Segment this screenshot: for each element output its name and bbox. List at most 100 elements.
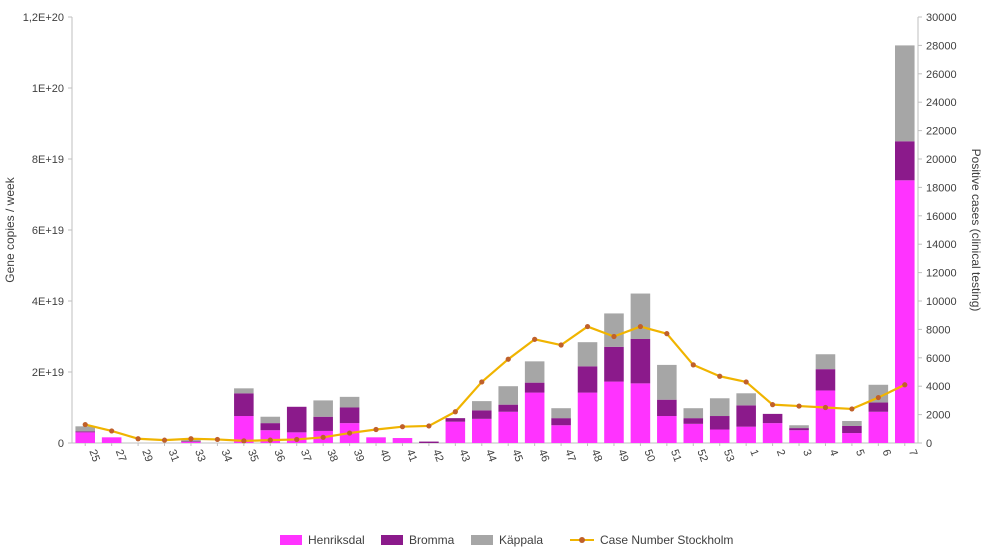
right-tick-label: 2000: [926, 410, 950, 422]
bar-bromma-50: [630, 338, 651, 384]
bar-bromma-52: [683, 418, 704, 424]
case-number-line: [84, 325, 906, 442]
case-point-34: [214, 436, 221, 443]
bar-k-ppala-36: [260, 416, 281, 424]
bar-henriksdal-40: [366, 437, 386, 443]
bar-k-ppala-4: [815, 354, 836, 370]
x-tick-label: 29: [139, 448, 154, 464]
case-point-3: [796, 403, 802, 409]
bar-henriksdal-49: [604, 381, 624, 443]
bar-bromma-35: [234, 393, 254, 417]
right-tick-label: 4000: [926, 381, 950, 393]
bar-bromma-49: [604, 346, 624, 382]
case-point-5: [849, 406, 855, 412]
x-tick-label: 38: [324, 448, 339, 464]
left-tick-label: 0: [58, 438, 64, 450]
case-point-49: [611, 333, 617, 340]
right-tick-label: 12000: [926, 268, 957, 280]
right-tick-label: 14000: [926, 239, 957, 251]
bar-bromma-7: [894, 141, 915, 181]
x-tick-label: 40: [377, 448, 392, 464]
bar-henriksdal-7: [894, 180, 915, 444]
x-tick-label: 52: [694, 448, 709, 464]
legend-item-kappala: Käppala: [471, 531, 543, 549]
bar-henriksdal-51: [657, 416, 677, 443]
bar-k-ppala-7: [894, 45, 915, 142]
case-point-1: [743, 379, 749, 385]
legend-label-cases: Case Number Stockholm: [600, 533, 734, 547]
bar-k-ppala-5: [842, 420, 862, 426]
case-point-53: [717, 373, 723, 379]
left-tick-label: 8E+19: [32, 154, 64, 166]
left-tick-label: 4E+19: [32, 296, 64, 308]
legend-swatch-henriksdal: [280, 535, 302, 545]
bar-bromma-25: [75, 431, 96, 433]
right-tick-label: 30000: [926, 12, 957, 24]
case-point-2: [769, 402, 776, 408]
left-tick-label: 1E+20: [32, 83, 64, 95]
bar-henriksdal-35: [234, 416, 254, 443]
bar-henriksdal-48: [577, 392, 598, 443]
bar-henriksdal-50: [630, 383, 651, 443]
x-tick-label: 36: [271, 448, 286, 464]
x-tick-label: 46: [536, 448, 551, 464]
right-tick-label: 16000: [926, 211, 957, 223]
case-point-6: [875, 394, 881, 401]
bar-henriksdal-44: [471, 418, 492, 443]
left-tick-label: 2E+19: [32, 367, 64, 379]
x-tick-label: 37: [298, 448, 313, 464]
bar-k-ppala-6: [868, 384, 889, 403]
bar-k-ppala-35: [234, 388, 254, 394]
case-point-4: [822, 404, 829, 411]
legend-swatch-bromma: [381, 535, 403, 545]
right-tick-label: 24000: [926, 97, 957, 109]
x-tick-label: 43: [457, 448, 472, 464]
x-tick-label: 35: [245, 448, 260, 464]
x-tick-label: 6: [880, 448, 893, 458]
bar-bromma-39: [339, 407, 360, 424]
x-tick-label: 49: [615, 448, 630, 464]
bar-bromma-4: [815, 369, 836, 391]
case-point-35: [241, 438, 247, 444]
case-point-29: [135, 436, 141, 442]
right-axis-title: Positive cases (clinical testing): [969, 149, 983, 312]
legend-label-kappala: Käppala: [499, 533, 544, 547]
x-tick-label: 2: [774, 448, 787, 458]
x-tick-label: 5: [853, 448, 866, 458]
legend-swatch-kappala: [471, 535, 493, 545]
case-point-52: [690, 362, 696, 368]
case-point-39: [346, 430, 353, 436]
bar-bromma-3: [789, 428, 809, 431]
left-axis-title: Gene copies / week: [3, 176, 17, 282]
case-point-45: [505, 356, 511, 362]
x-tick-label: 31: [166, 448, 181, 464]
case-point-33: [188, 436, 194, 442]
case-point-31: [161, 437, 168, 443]
bar-bromma-48: [577, 366, 598, 393]
case-point-37: [294, 436, 300, 443]
case-point-7: [902, 382, 908, 388]
x-tick-label: 39: [351, 448, 366, 464]
case-point-36: [267, 437, 273, 443]
x-tick-label: 33: [192, 448, 207, 464]
right-tick-label: 0: [926, 438, 932, 450]
bar-bromma-46: [524, 382, 545, 393]
right-tick-label: 22000: [926, 126, 957, 138]
right-tick-label: 6000: [926, 353, 950, 365]
legend-swatch-cases: [570, 535, 594, 545]
bar-henriksdal-2: [762, 423, 783, 443]
bar-bromma-51: [657, 399, 677, 417]
bar-bromma-1: [736, 405, 756, 427]
x-tick-label: 34: [219, 448, 234, 464]
case-point-47: [558, 342, 564, 348]
x-tick-label: 4: [827, 448, 840, 458]
x-tick-label: 48: [589, 448, 604, 464]
x-tick-label: 47: [562, 448, 577, 464]
legend: Henriksdal Bromma Käppala Case Number St…: [0, 531, 992, 549]
bar-k-ppala-50: [630, 293, 651, 339]
bar-henriksdal-25: [75, 432, 96, 443]
bar-k-ppala-47: [551, 408, 571, 419]
legend-item-bromma: Bromma: [381, 531, 454, 549]
case-point-42: [426, 423, 432, 429]
bar-bromma-45: [498, 404, 519, 412]
